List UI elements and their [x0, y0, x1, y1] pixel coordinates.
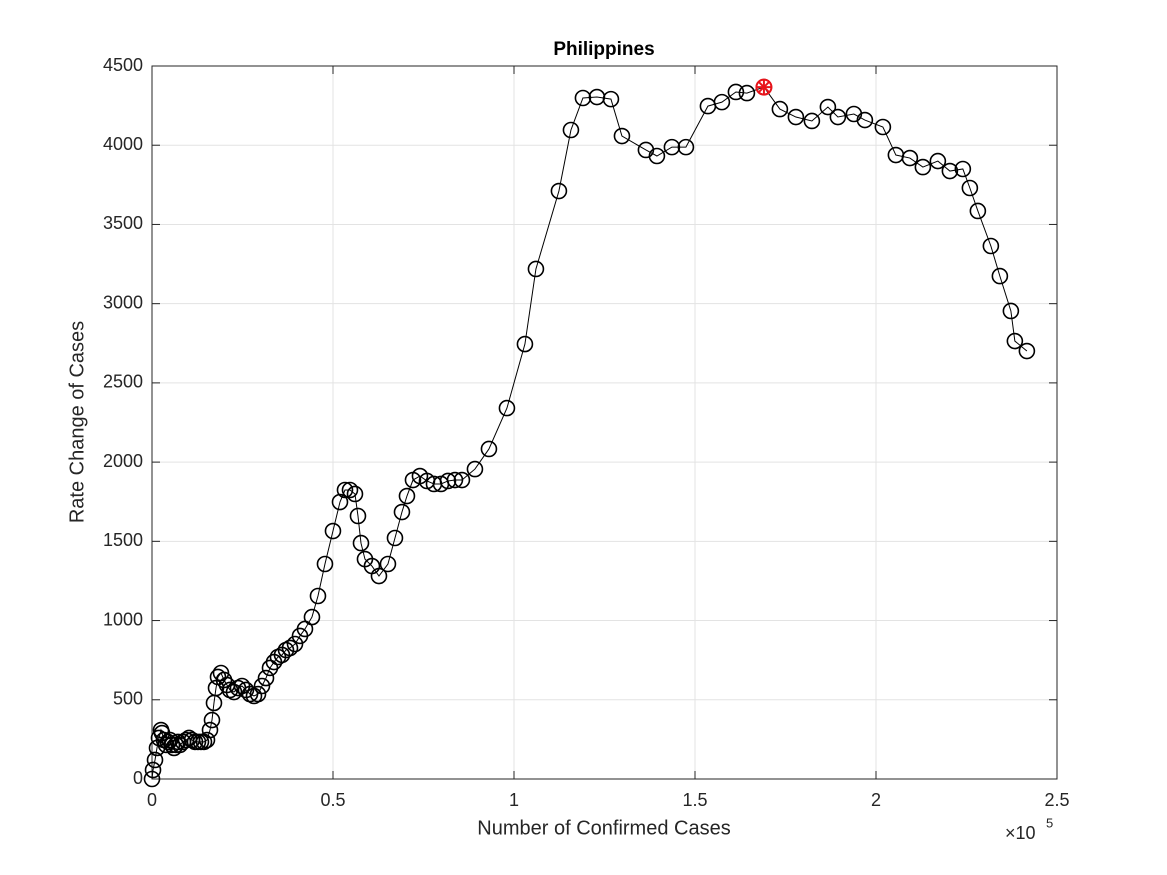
data-point: [648, 147, 666, 165]
data-point: [379, 555, 397, 573]
x-tick-label: 1.5: [682, 790, 707, 810]
data-point: [349, 507, 367, 525]
data-point: [439, 472, 457, 490]
x-tick-label: 1: [509, 790, 519, 810]
x-tick-label: 2: [871, 790, 881, 810]
highlight-star: [757, 80, 771, 94]
data-point: [738, 84, 756, 102]
y-tick-label: 500: [113, 689, 143, 709]
data-point: [574, 89, 592, 107]
x-tick-label: 0.5: [320, 790, 345, 810]
data-point: [324, 522, 342, 540]
data-point: [516, 335, 534, 353]
data-point: [480, 440, 498, 458]
x-tick-label: 0: [147, 790, 157, 810]
data-point: [1002, 302, 1020, 320]
data-point: [856, 111, 874, 129]
data-point: [562, 121, 580, 139]
data-point: [771, 100, 789, 118]
data-point: [336, 481, 354, 499]
x-multiplier: ×10: [1005, 823, 1036, 843]
y-tick-label: 2000: [103, 451, 143, 471]
data-point: [201, 721, 219, 739]
data-point: [941, 162, 959, 180]
data-point: [370, 567, 388, 585]
data-point: [466, 460, 484, 478]
data-point: [393, 503, 411, 521]
y-tick-label: 0: [133, 768, 143, 788]
data-point: [398, 487, 416, 505]
axes-box: [151, 65, 1058, 780]
y-tick-label: 1500: [103, 530, 143, 550]
data-point: [257, 669, 275, 687]
data-point: [819, 98, 837, 116]
data-point: [663, 138, 681, 156]
data-point: [453, 471, 471, 489]
data-point: [602, 90, 620, 108]
x-axis-label: Number of Confirmed Cases: [477, 817, 730, 839]
data-point: [1006, 332, 1024, 350]
data-point: [203, 711, 221, 729]
data-point: [143, 770, 161, 788]
data-point: [146, 751, 164, 769]
data-point: [901, 149, 919, 167]
data-point: [281, 639, 299, 657]
data-point: [727, 83, 745, 101]
data-point: [613, 127, 631, 145]
data-point: [446, 471, 464, 489]
data-point: [198, 731, 216, 749]
data-point: [713, 93, 731, 111]
data-point: [991, 267, 1009, 285]
data-point: [954, 160, 972, 178]
data-point: [157, 736, 175, 754]
data-point: [914, 158, 932, 176]
data-point: [961, 179, 979, 197]
data-point: [253, 677, 271, 695]
data-point: [249, 685, 267, 703]
y-axis-label: Rate Change of Cases: [66, 321, 88, 523]
data-point: [167, 736, 185, 754]
data-point: [969, 202, 987, 220]
data-point: [550, 182, 568, 200]
data-point: [874, 118, 892, 136]
data-point: [829, 108, 847, 126]
data-point: [982, 237, 1000, 255]
data-point: [352, 534, 370, 552]
y-tick-label: 3500: [103, 213, 143, 233]
data-point: [309, 587, 327, 605]
highlight-marker: [755, 78, 773, 96]
x-tick-label: 2.5: [1044, 790, 1069, 810]
data-point: [929, 152, 947, 170]
data-point: [1018, 342, 1036, 360]
data-point: [527, 260, 545, 278]
y-tick-label: 4000: [103, 134, 143, 154]
data-point: [341, 481, 359, 499]
data-point: [677, 138, 695, 156]
data-point: [386, 529, 404, 547]
data-point: [498, 399, 516, 417]
data-point: [144, 761, 162, 779]
y-tick-label: 1000: [103, 609, 143, 629]
data-point: [303, 608, 321, 626]
x-multiplier-exponent: 5: [1046, 815, 1053, 830]
y-tick-label: 2500: [103, 372, 143, 392]
y-tick-label: 4500: [103, 55, 143, 75]
data-point: [286, 635, 304, 653]
data-point: [346, 485, 364, 503]
data-point: [803, 112, 821, 130]
data-point: [316, 555, 334, 573]
chart-title: Philippines: [553, 39, 654, 60]
y-tick-label: 3000: [103, 292, 143, 312]
data-point: [787, 108, 805, 126]
